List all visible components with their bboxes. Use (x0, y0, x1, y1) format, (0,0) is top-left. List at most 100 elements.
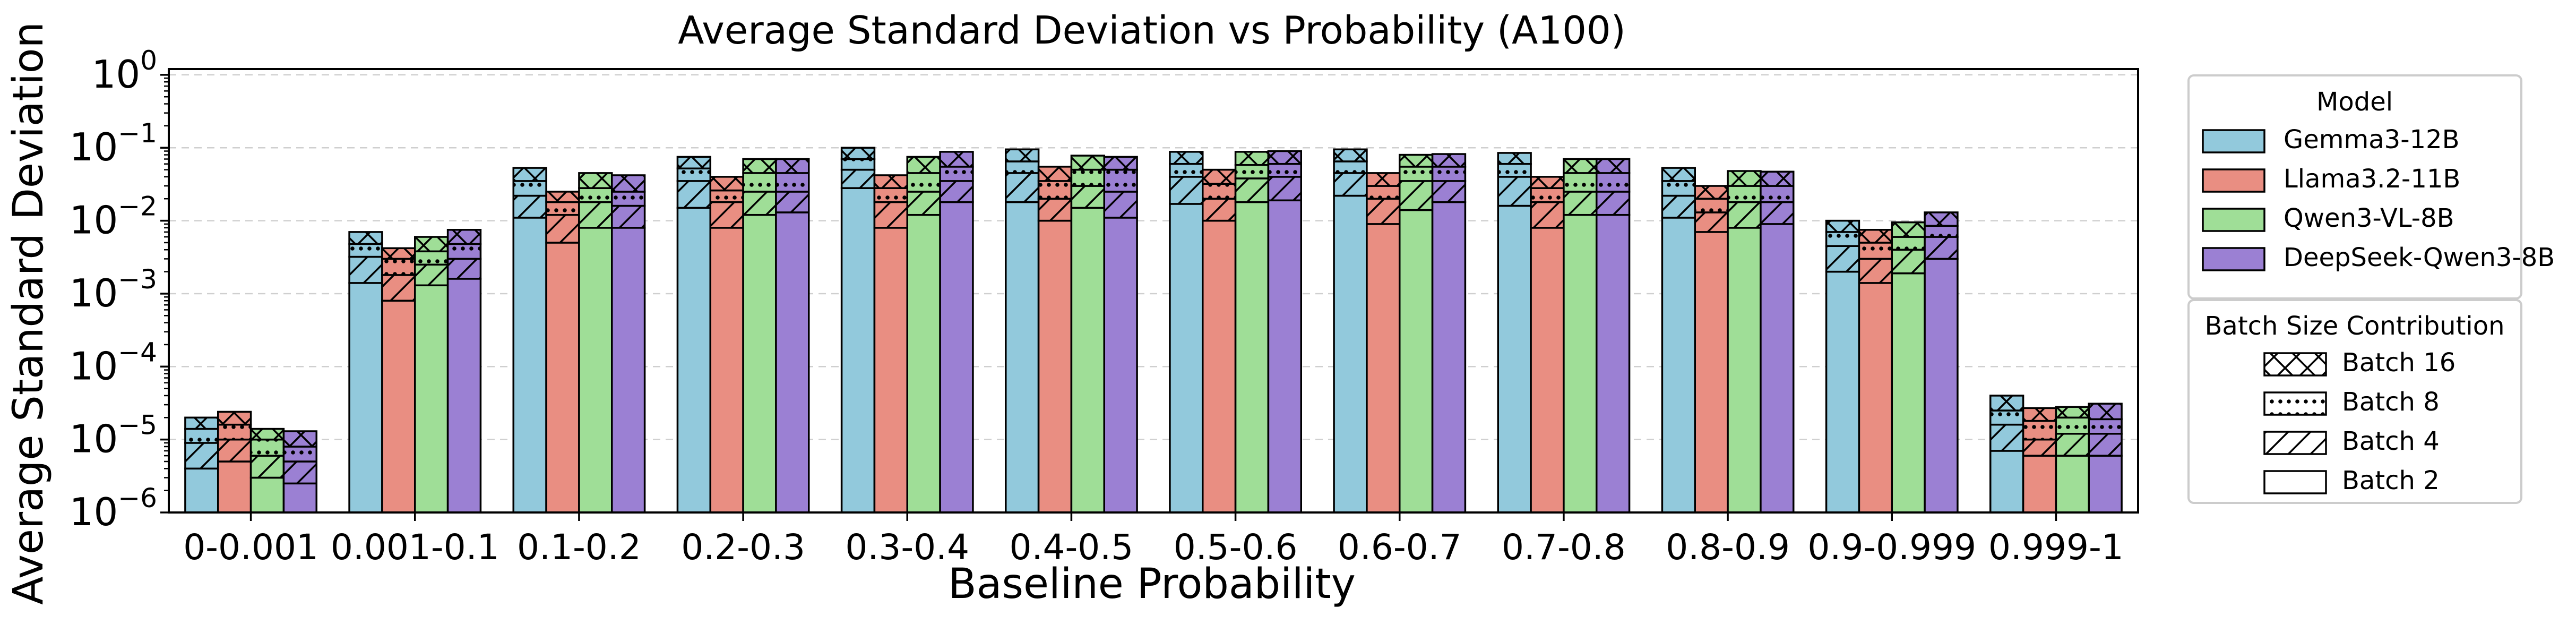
plot-frame (168, 68, 2139, 514)
legend-label: Llama3.2-11B (2284, 164, 2460, 194)
bar-batch8-segment-hatch (907, 173, 941, 192)
bar-batch8-segment-hatch (513, 181, 547, 196)
legend-batches-title: Batch Size Contribution (2204, 311, 2504, 341)
bar-batch2-segment (283, 483, 317, 512)
bar-batch2-segment (1038, 220, 1072, 512)
bar-batch4-segment-hatch (349, 257, 382, 283)
bar-batch2-segment (1826, 271, 1859, 512)
bar-batch16-segment-hatch (677, 157, 711, 169)
bar-batch4-segment-hatch (1892, 250, 1925, 273)
bar-batch8-segment-hatch (2089, 419, 2122, 434)
bar-batch16-segment-hatch (1531, 176, 1564, 189)
bar-batch2-segment (1990, 450, 2023, 512)
bar-batch16-segment-outline (1596, 158, 1631, 174)
bar-batch2-segment (447, 278, 481, 512)
bar-batch2-segment (1859, 283, 1892, 512)
bar-batch8-segment-hatch (743, 173, 776, 192)
x-tick-label: 0-0.001 (183, 527, 318, 568)
bar-batch4-segment-hatch (940, 181, 973, 202)
bar-batch8-segment-hatch (1071, 169, 1105, 186)
bar-batch2-segment (1662, 217, 1695, 513)
bar-batch4-segment-hatch (841, 169, 875, 189)
bar-batch2-segment (1531, 227, 1564, 512)
x-axis-label: Baseline Probability (948, 560, 1356, 608)
bar-batch8-segment-hatch (546, 202, 579, 215)
bar-batch8-segment-hatch (1005, 161, 1039, 173)
bar-batch8-segment-hatch (1662, 181, 1695, 196)
bar-batch2-segment (743, 215, 776, 513)
bar-batch16-segment-hatch (1760, 172, 1794, 186)
bar-batch4-segment-hatch (1432, 181, 1466, 202)
bar-batch8-segment-hatch (579, 188, 612, 202)
bar-batch2-segment (1235, 202, 1269, 512)
x-tick-label: 0.5-0.6 (1174, 527, 1298, 568)
bar-batch8-segment-hatch (283, 446, 317, 461)
y-tick-label: 10−3 (70, 264, 157, 315)
bar-batch2-segment (710, 227, 744, 512)
bar-batch16-segment-hatch (907, 157, 941, 173)
legend-swatch (2202, 208, 2265, 232)
bar-batch2-segment (1268, 200, 1302, 512)
bar-batch8-segment-hatch (1859, 242, 1892, 259)
y-axis-label: Average Standard Deviation (5, 22, 53, 605)
bar-batch16-segment-hatch (776, 159, 809, 173)
legend-batch-label: Batch 2 (2342, 466, 2440, 495)
bar-batch4-segment-hatch (874, 202, 908, 228)
legend-batch-label: Batch 8 (2342, 387, 2440, 417)
bar-batch16-segment-hatch (546, 191, 579, 202)
bar-batch4-segment-hatch (1662, 195, 1695, 218)
bar-batch16-segment-hatch (2089, 404, 2122, 420)
x-tick-label: 0.6-0.7 (1338, 527, 1462, 568)
bar-batch4-segment-hatch (1760, 202, 1794, 224)
axes: 10−6 10−5 10−4 10−3 10−2 10−1 100 0-0.001 0.001-… (70, 45, 2139, 568)
bar-batch2-segment (218, 461, 251, 512)
bar-batch8-segment-hatch (841, 159, 875, 170)
bar-batch4-segment-hatch (2089, 433, 2122, 456)
bar-batch8-segment-hatch (940, 166, 973, 181)
bar-batch2-segment (874, 227, 908, 512)
bar-batch4-segment-hatch (1038, 199, 1072, 221)
bar-batch2-segment (1728, 227, 1761, 512)
bar-batch16-segment-outline (611, 174, 646, 193)
legend-batch-label: Batch 4 (2342, 426, 2440, 456)
bar-batch16-segment-outline (840, 147, 876, 160)
bar-batch8-segment-hatch (1268, 164, 1302, 177)
legend-hatch-swatch (2263, 431, 2327, 455)
bar-batch16-segment-hatch (1990, 395, 2023, 411)
bar-batch8-segment-hatch (1104, 169, 1138, 192)
bar-batch2-segment (1399, 210, 1433, 512)
bar-batch2-segment (415, 285, 448, 512)
bar-batch16-segment-outline (1333, 148, 1368, 163)
bar-batch16-segment-hatch (1826, 220, 1859, 232)
bar-batch16-segment-hatch (1432, 154, 1466, 167)
bar-batch4-segment-hatch (218, 439, 251, 461)
bar-batch16-segment-outline (1267, 150, 1303, 165)
bar-batch16-segment-outline (512, 167, 547, 182)
bar-batch8-segment-hatch (611, 191, 645, 206)
bar-batch4-segment-hatch (1859, 259, 1892, 283)
bar-batch16-segment-hatch (2023, 408, 2056, 421)
bar-batch4-segment-hatch (1563, 191, 1597, 215)
bar-batch16-segment-hatch (1662, 168, 1695, 181)
bar-batch2-segment (1005, 202, 1039, 512)
legend-swatch (2202, 129, 2265, 153)
bar-batch8-segment-hatch (415, 251, 448, 265)
bar-batch4-segment-hatch (2023, 439, 2056, 456)
bar-batch16-segment-hatch (251, 429, 284, 440)
x-tick-label: 0.7-0.8 (1502, 527, 1626, 568)
bar-batch2-segment (1202, 220, 1236, 512)
bar-batch4-segment-hatch (382, 275, 415, 301)
bar-batch8-segment-hatch (218, 424, 251, 440)
bar-batch8-segment-hatch (1038, 181, 1072, 199)
bar-batch16-segment-outline (1661, 167, 1696, 182)
legend-models-frame (2187, 74, 2522, 300)
bar-batch8-segment-hatch (1399, 166, 1433, 181)
bar-batch4-segment-hatch (1925, 237, 1958, 259)
legend-batch-label: Batch 16 (2342, 348, 2456, 378)
bar-batch8-segment-hatch (1695, 199, 1728, 212)
bar-batch8-segment-hatch (874, 188, 908, 202)
bar-batch4-segment-hatch (1826, 246, 1859, 272)
y-tick-label: 10−6 (70, 483, 157, 534)
bar-batch16-segment-outline (1760, 170, 1795, 187)
bar-batch4-segment-hatch (1596, 191, 1630, 215)
